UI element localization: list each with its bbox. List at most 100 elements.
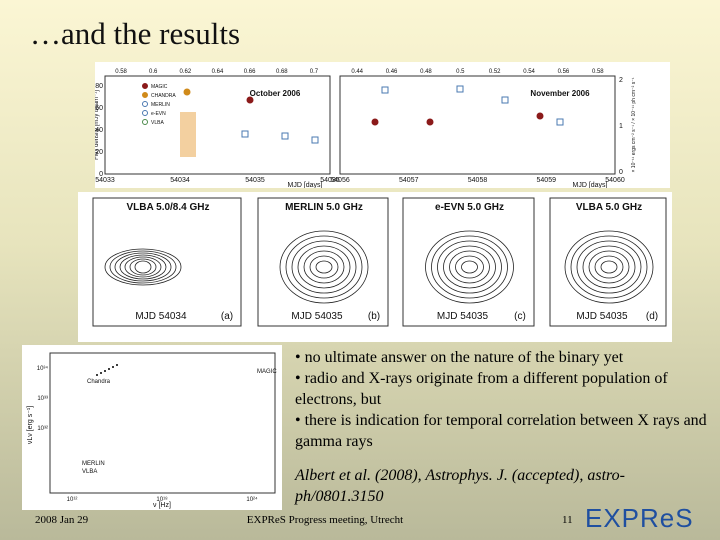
phase-tick-label: 0.5 — [456, 69, 465, 75]
mjd-tick-label: 54036 — [320, 177, 340, 184]
contour — [455, 255, 484, 279]
contour — [129, 258, 157, 276]
phase-tick-label: 0.58 — [592, 69, 604, 75]
sed-label: MERLIN — [82, 461, 105, 467]
y2-tick-label: 0 — [619, 169, 623, 176]
map-tag: (a) — [221, 311, 233, 322]
contour — [425, 230, 514, 304]
panel-frame — [339, 75, 616, 175]
sed-point — [104, 370, 106, 372]
y-tick-label: 40 — [95, 127, 103, 134]
bullet-list: • no ultimate answer on the nature of th… — [295, 347, 715, 452]
legend-label: e-EVN — [151, 111, 166, 117]
y-tick-label: 0 — [99, 171, 103, 178]
contour — [104, 248, 182, 286]
map-epoch: MJD 54035 — [437, 311, 489, 322]
legend-label: MAGIC — [151, 84, 168, 90]
contour — [134, 260, 152, 274]
contour — [124, 256, 162, 278]
data-point — [371, 118, 379, 126]
map-tag: (b) — [368, 311, 380, 322]
y-tick-label: 60 — [95, 105, 103, 112]
sed-label: VLBA — [82, 469, 97, 475]
data-point — [556, 118, 564, 126]
map-title: MERLIN 5.0 GHz — [285, 202, 363, 213]
bullet: • there is indication for temporal corre… — [295, 412, 707, 450]
contour — [449, 250, 490, 284]
sed-point — [112, 366, 114, 368]
footer-meeting: EXPReS Progress meeting, Utrecht — [246, 514, 404, 526]
x-tick-label: 10¹² — [67, 497, 78, 503]
sed-point — [116, 364, 118, 366]
x-axis-label: MJD [days] — [572, 182, 607, 188]
y-tick-label: 10³² — [37, 426, 48, 432]
y-tick-label: 10³³ — [37, 396, 48, 402]
mjd-tick-label: 54057 — [399, 177, 419, 184]
contour — [119, 254, 167, 280]
map-frame — [549, 197, 667, 327]
mjd-tick-label: 54059 — [537, 177, 557, 184]
phase-tick-label: 0.6 — [149, 69, 158, 75]
sed-point — [96, 374, 98, 376]
legend-marker — [142, 92, 148, 98]
map-epoch: MJD 54034 — [135, 311, 187, 322]
contour — [443, 245, 496, 289]
sed-figure: Chandra MAGIC MERLIN VLBA ν [Hz] νLν [erg s⁻¹… — [22, 345, 282, 510]
data-point — [381, 86, 389, 94]
map-epoch: MJD 54035 — [291, 311, 343, 322]
phase-tick-label: 0.58 — [115, 69, 127, 75]
phase-tick-label: 0.7 — [310, 69, 319, 75]
phase-tick-label: 0.64 — [212, 69, 224, 75]
slide-title: …and the results — [30, 16, 241, 51]
y-axis-label: νLν [erg s⁻¹] — [27, 406, 34, 444]
logo: EXPReS — [585, 503, 694, 533]
legend-marker — [142, 83, 148, 89]
panel-frame — [104, 75, 331, 175]
map-frame — [92, 197, 242, 327]
data-point — [281, 132, 289, 140]
citation: Albert et al. (2008), Astrophys. J. (acc… — [295, 467, 625, 505]
contour — [437, 240, 502, 294]
phase-tick-label: 0.62 — [180, 69, 192, 75]
contour — [461, 260, 478, 274]
data-point — [311, 136, 319, 144]
map-tag: (d) — [646, 311, 658, 322]
phase-tick-label: 0.48 — [420, 69, 432, 75]
data-point — [183, 88, 191, 96]
legend-marker — [142, 110, 148, 116]
contour — [315, 260, 333, 274]
phase-tick-label: 0.56 — [558, 69, 570, 75]
map-tag: (c) — [514, 311, 526, 322]
contour — [309, 255, 339, 279]
legend-label: MERLIN — [151, 102, 170, 108]
phase-tick-label: 0.46 — [386, 69, 398, 75]
bullet: • no ultimate answer on the nature of th… — [295, 349, 624, 366]
mjd-tick-label: 54034 — [170, 177, 190, 184]
contour — [588, 250, 630, 284]
y-tick-label: 10³⁴ — [37, 365, 49, 372]
contour — [600, 260, 618, 274]
plot-frame — [49, 352, 276, 494]
y2-axis-label: × 10⁻¹¹ ergs cm⁻² s⁻¹ / × 10⁻¹¹ ph cm⁻² … — [631, 77, 637, 172]
y-axis-label: Flux density [mJy beam⁻¹] — [95, 90, 100, 160]
map-frame — [257, 197, 389, 327]
y2-tick-label: 1 — [619, 123, 623, 130]
contour — [431, 235, 508, 299]
contour — [576, 240, 642, 294]
y-tick-label: 80 — [95, 83, 103, 90]
data-point — [536, 112, 544, 120]
data-point — [241, 130, 249, 138]
y-tick-label: 20 — [95, 149, 103, 156]
data-point — [456, 85, 464, 93]
contour — [303, 250, 345, 284]
phase-tick-label: 0.44 — [351, 69, 363, 75]
mjd-tick-label: 54058 — [468, 177, 488, 184]
legend-label: VLBA — [151, 120, 164, 126]
map-title: VLBA 5.0 GHz — [576, 202, 642, 213]
y2-tick-label: 2 — [619, 77, 623, 84]
map-title: VLBA 5.0/8.4 GHz — [127, 202, 210, 213]
epoch-label: October 2006 — [250, 89, 301, 98]
light-curve-figure: 0.58 0.6 0.62 0.64 0.66 0.68 0.7 54033 54034 5403… — [95, 62, 670, 188]
contour — [564, 230, 654, 304]
